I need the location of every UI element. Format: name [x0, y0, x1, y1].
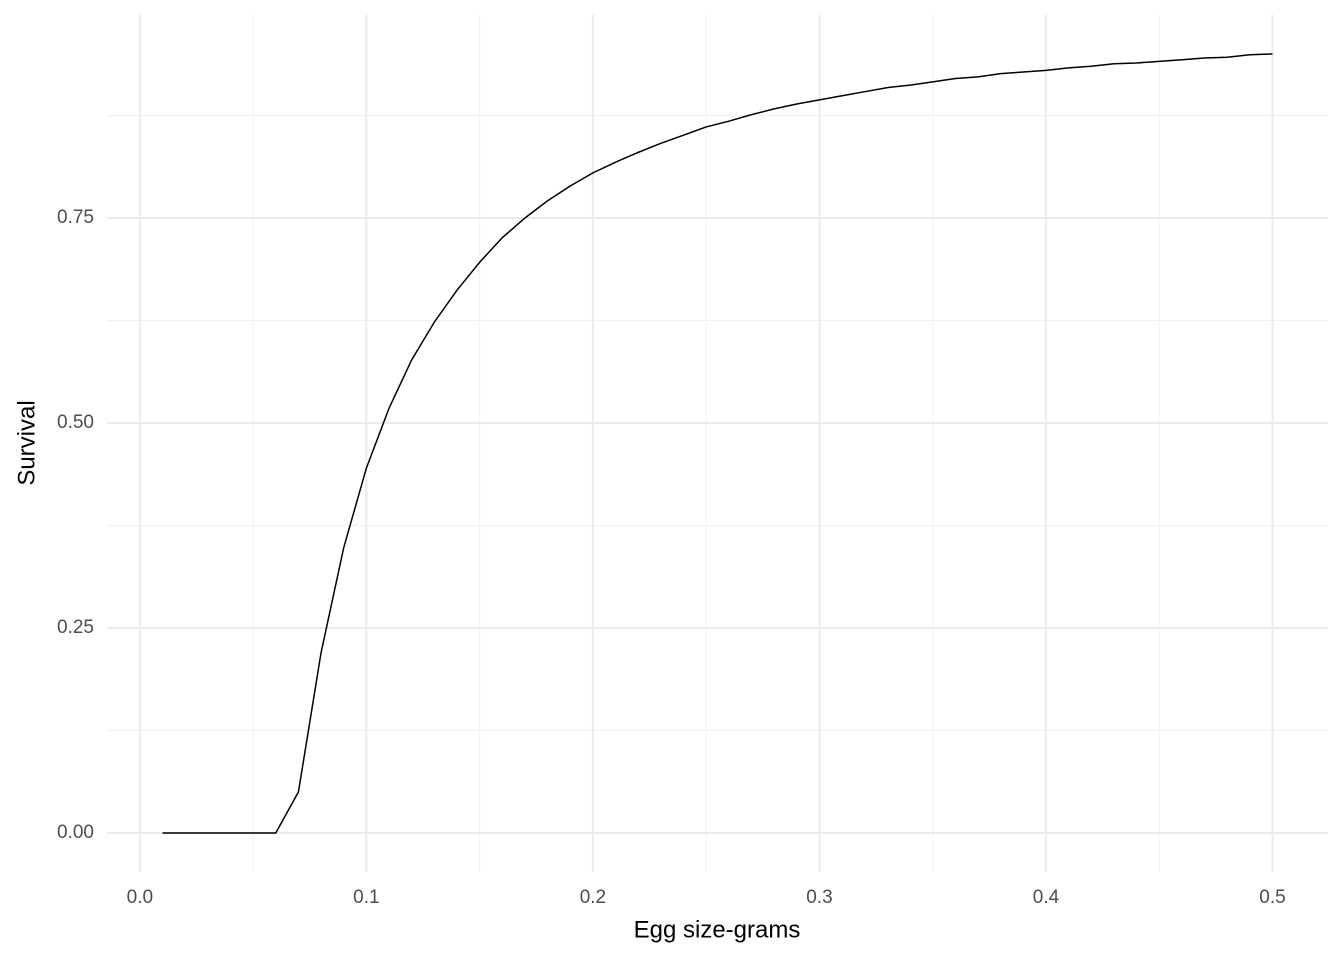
x-axis-title: Egg size-grams — [634, 916, 801, 943]
y-axis-title: Survival — [13, 400, 40, 485]
x-tick-label: 0.1 — [353, 887, 379, 908]
line — [162, 53, 1273, 834]
y-tick-label: 0.75 — [57, 207, 94, 228]
x-tick-label: 0.2 — [580, 887, 606, 908]
x-tick-label: 0.3 — [806, 887, 832, 908]
x-tick-label: 0.4 — [1033, 887, 1060, 908]
x-tick-label: 0.5 — [1259, 887, 1285, 908]
y-tick-label: 0.25 — [57, 617, 94, 638]
y-tick-label: 0.50 — [57, 412, 94, 433]
y-tick-label: 0.00 — [57, 822, 94, 843]
x-tick-label: 0.0 — [127, 887, 153, 908]
